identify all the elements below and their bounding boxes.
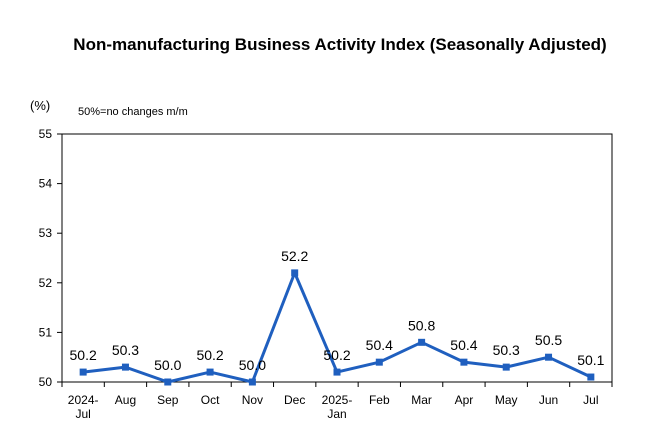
data-point-marker [248,378,256,386]
data-point-marker [375,358,383,366]
x-tick-label: Jun [539,393,558,407]
x-tick-label-line: Apr [455,393,474,407]
data-point-marker [206,368,214,376]
data-label: 50.5 [535,332,562,348]
x-tick-label-line: Feb [369,393,390,407]
data-point-marker [502,363,510,371]
y-unit-label: (%) [30,98,51,113]
x-tick-label-line: Jul [75,407,90,421]
data-label: 50.1 [577,352,604,368]
data-point-marker [79,368,87,376]
x-tick-label-line: Mar [411,393,432,407]
x-tick-label: Nov [242,393,263,407]
x-tick-label: 2025-Jan [322,393,353,421]
data-point-marker [545,353,553,361]
y-tick-label: 51 [39,325,53,339]
data-point-marker [587,373,595,381]
x-tick-label: 2024-Jul [68,393,99,421]
x-tick-label-line: Aug [115,393,136,407]
x-tick-label-line: Jul [583,393,598,407]
data-label: 50.0 [239,357,266,373]
x-tick-label: Mar [411,393,432,407]
x-tick-label-line: Nov [242,393,263,407]
x-tick-label: Apr [455,393,474,407]
y-tick-label: 55 [39,127,53,141]
data-label: 50.2 [323,347,350,363]
plot-area-frame [61,133,613,383]
x-tick-label: Jul [583,393,598,407]
data-label: 52.2 [281,248,308,264]
chart-title: Non-manufacturing Business Activity Inde… [73,35,607,54]
y-tick-label: 54 [39,177,53,191]
x-tick-label-line: Dec [284,393,305,407]
data-label: 50.3 [112,342,139,358]
data-label: 50.2 [70,347,97,363]
x-tick-label: Aug [115,393,136,407]
y-tick-label: 53 [39,226,53,240]
data-label: 50.3 [493,342,520,358]
x-tick-label-line: Sep [157,393,179,407]
data-point-marker [333,368,341,376]
x-tick-label-line: Jun [539,393,558,407]
data-label: 50.4 [366,337,393,353]
x-tick-label: Feb [369,393,390,407]
data-label: 50.0 [154,357,181,373]
x-tick-label-line: Jan [327,407,346,421]
x-tick-label: Oct [201,393,220,407]
y-tick-label: 52 [39,276,53,290]
data-point-marker [460,358,468,366]
x-tick-label-line: 2024- [68,393,99,407]
data-point-marker [418,338,426,346]
data-point-marker [121,363,129,371]
x-tick-label-line: May [495,393,518,407]
x-tick-label: Dec [284,393,305,407]
data-point-marker [164,378,172,386]
x-tick-label-line: Oct [201,393,220,407]
chart-annotation: 50%=no changes m/m [78,106,188,118]
data-label: 50.2 [196,347,223,363]
x-tick-label: Sep [157,393,179,407]
x-tick-label: May [495,393,518,407]
x-tick-label-line: 2025- [322,393,353,407]
data-label: 50.4 [450,337,477,353]
data-label: 50.8 [408,317,435,333]
data-point-marker [291,269,299,277]
y-tick-label: 50 [39,375,53,389]
